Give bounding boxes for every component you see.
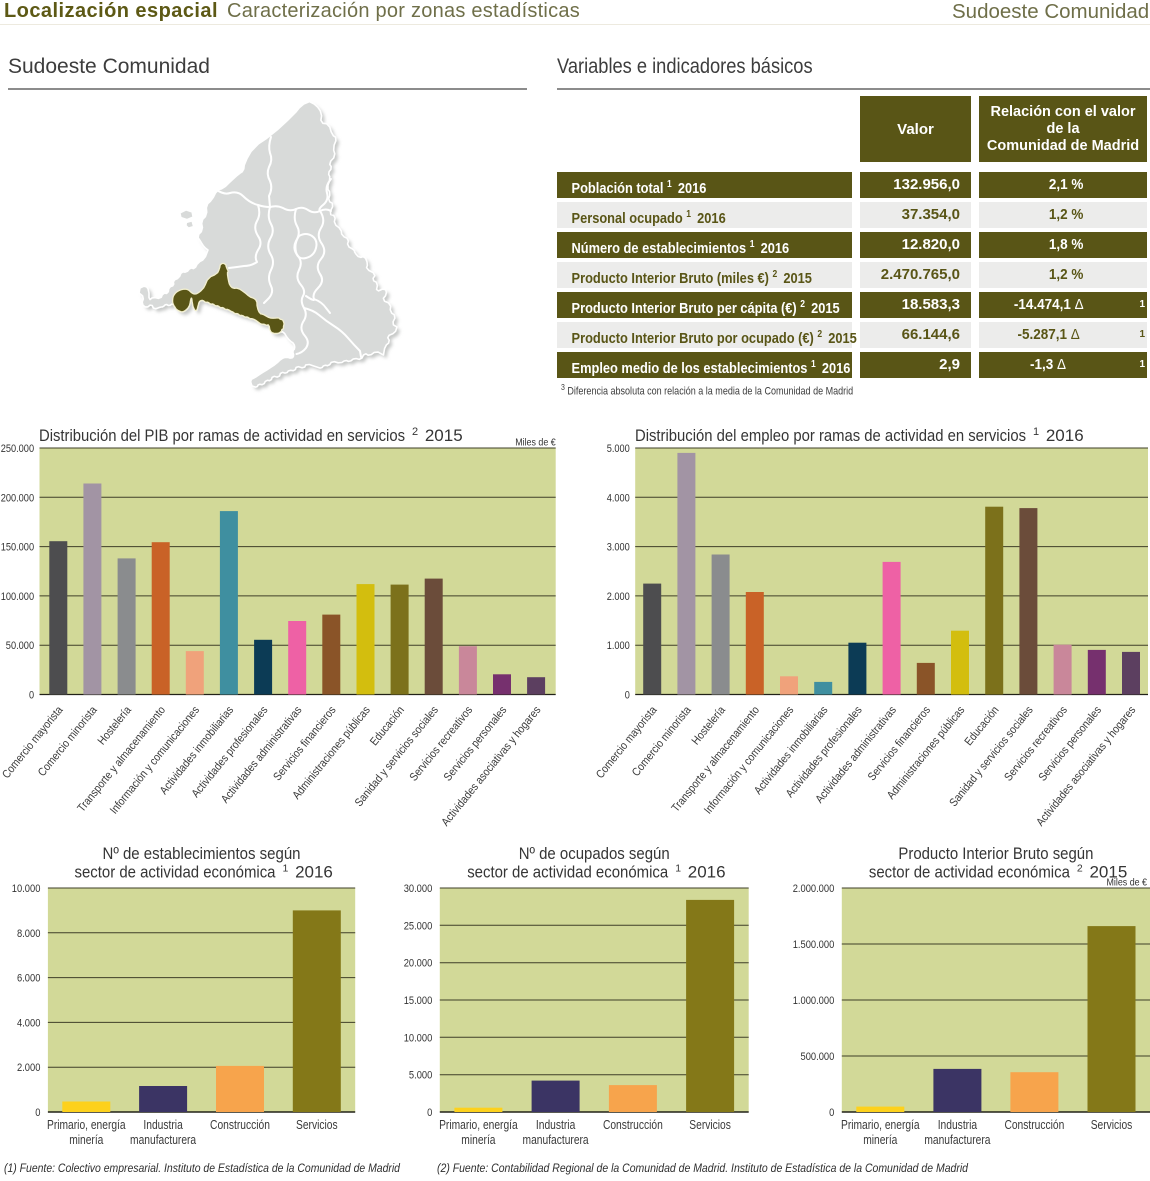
svg-text:minería: minería — [69, 1133, 103, 1147]
svg-text:25.000: 25.000 — [404, 920, 433, 932]
svg-text:Servicios: Servicios — [1091, 1118, 1133, 1132]
svg-text:manufacturera: manufacturera — [130, 1133, 196, 1147]
svg-text:minería: minería — [863, 1133, 897, 1147]
svg-text:Industria: Industria — [143, 1118, 182, 1132]
svg-text:4.000: 4.000 — [17, 1017, 40, 1029]
svg-text:Miles de €: Miles de € — [1107, 877, 1148, 889]
svg-text:Distribución del empleo por ra: Distribución del empleo por ramas de act… — [635, 426, 1084, 445]
svg-text:8.000: 8.000 — [17, 928, 40, 940]
svg-text:20.000: 20.000 — [404, 958, 433, 970]
svg-text:Miles de €: Miles de € — [515, 437, 556, 449]
svg-text:100.000: 100.000 — [1, 591, 34, 603]
svg-text:Construcción: Construcción — [603, 1118, 663, 1132]
svg-text:Producto Interior Bruto según: Producto Interior Bruto según — [898, 844, 1093, 863]
svg-text:10.000: 10.000 — [12, 883, 41, 895]
svg-text:Servicios recreativos: Servicios recreativos — [1003, 704, 1071, 783]
svg-text:Servicios financieros: Servicios financieros — [272, 704, 339, 783]
svg-text:30.000: 30.000 — [404, 883, 433, 895]
svg-text:1.000.000: 1.000.000 — [793, 995, 835, 1007]
svg-text:2.000.000: 2.000.000 — [793, 883, 835, 895]
svg-text:Servicios financieros: Servicios financieros — [866, 704, 933, 783]
svg-text:Industria: Industria — [536, 1118, 575, 1132]
svg-text:Industria: Industria — [938, 1118, 977, 1132]
svg-text:(1) Fuente: Colectivo empresar: (1) Fuente: Colectivo empresarial. Insti… — [4, 1163, 401, 1175]
svg-text:Nº de establecimientos según: Nº de establecimientos según — [103, 844, 301, 863]
svg-text:1.500.000: 1.500.000 — [793, 939, 835, 951]
svg-text:Comercio minorista: Comercio minorista — [36, 704, 100, 779]
svg-text:Construcción: Construcción — [210, 1118, 270, 1132]
svg-text:4.000: 4.000 — [607, 492, 630, 504]
svg-text:Comercio mayorista: Comercio mayorista — [594, 704, 660, 781]
svg-text:150.000: 150.000 — [1, 542, 34, 554]
svg-text:0: 0 — [29, 690, 34, 702]
svg-text:200.000: 200.000 — [1, 492, 34, 504]
svg-text:Construcción: Construcción — [1004, 1118, 1064, 1132]
svg-text:manufacturera: manufacturera — [924, 1133, 990, 1147]
svg-text:Comercio minorista: Comercio minorista — [630, 704, 694, 779]
svg-text:0: 0 — [427, 1107, 432, 1119]
svg-text:Servicios: Servicios — [296, 1118, 338, 1132]
svg-text:6.000: 6.000 — [17, 973, 40, 985]
svg-text:manufacturera: manufacturera — [523, 1133, 589, 1147]
svg-text:0: 0 — [35, 1107, 40, 1119]
svg-text:15.000: 15.000 — [404, 995, 433, 1007]
svg-text:10.000: 10.000 — [404, 1032, 433, 1044]
svg-text:250.000: 250.000 — [1, 443, 34, 455]
svg-text:Servicios recreativos: Servicios recreativos — [408, 704, 476, 783]
svg-text:Primario, energía: Primario, energía — [841, 1118, 920, 1132]
svg-text:Primario, energía: Primario, energía — [439, 1118, 518, 1132]
svg-text:(2) Fuente: Contabilidad Regio: (2) Fuente: Contabilidad Regional de la … — [437, 1163, 969, 1175]
svg-text:Servicios personales: Servicios personales — [442, 704, 510, 783]
svg-text:50.000: 50.000 — [6, 640, 34, 652]
svg-text:2.000: 2.000 — [17, 1062, 40, 1074]
svg-text:0: 0 — [829, 1107, 834, 1119]
svg-text:Nº de ocupados según: Nº de ocupados según — [519, 844, 670, 863]
svg-text:0: 0 — [625, 690, 630, 702]
svg-text:500.000: 500.000 — [801, 1051, 835, 1063]
svg-text:1.000: 1.000 — [607, 640, 630, 652]
svg-text:2.000: 2.000 — [607, 591, 630, 603]
svg-text:3.000: 3.000 — [607, 542, 630, 554]
svg-text:minería: minería — [461, 1133, 495, 1147]
svg-text:5.000: 5.000 — [409, 1070, 432, 1082]
svg-text:Servicios: Servicios — [689, 1118, 731, 1132]
svg-text:Primario, energía: Primario, energía — [47, 1118, 126, 1132]
svg-text:5.000: 5.000 — [607, 443, 630, 455]
svg-text:Distribución del PIB por ramas: Distribución del PIB por ramas de activi… — [39, 426, 463, 445]
svg-text:Comercio mayorista: Comercio mayorista — [0, 704, 66, 781]
svg-text:Servicios personales: Servicios personales — [1037, 704, 1105, 783]
